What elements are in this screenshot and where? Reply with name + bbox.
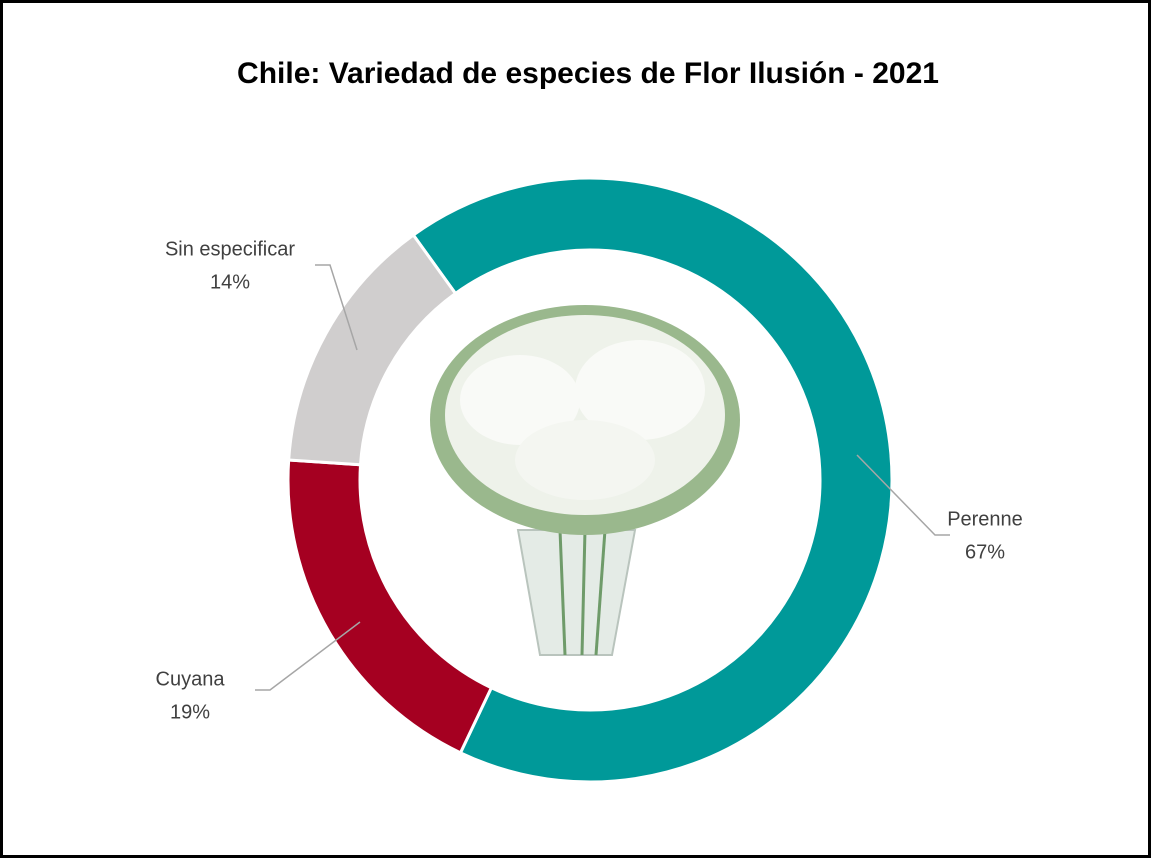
leader-line [315,264,358,351]
slice-label: Perenne [947,508,1023,530]
slice-value-label: 67% [965,541,1005,563]
slice-label: Sin especificar [165,238,295,260]
leader-line [255,621,361,691]
flower-illustration [430,305,740,656]
slice-value-label: 19% [170,701,210,723]
donut-slice [287,232,458,467]
slice-value-label: 14% [210,271,250,293]
chart-title: Chile: Variedad de especies de Flor Ilus… [237,57,939,90]
leader-line [856,454,950,536]
donut-slice [411,176,894,784]
slice-label: Cuyana [156,668,226,690]
